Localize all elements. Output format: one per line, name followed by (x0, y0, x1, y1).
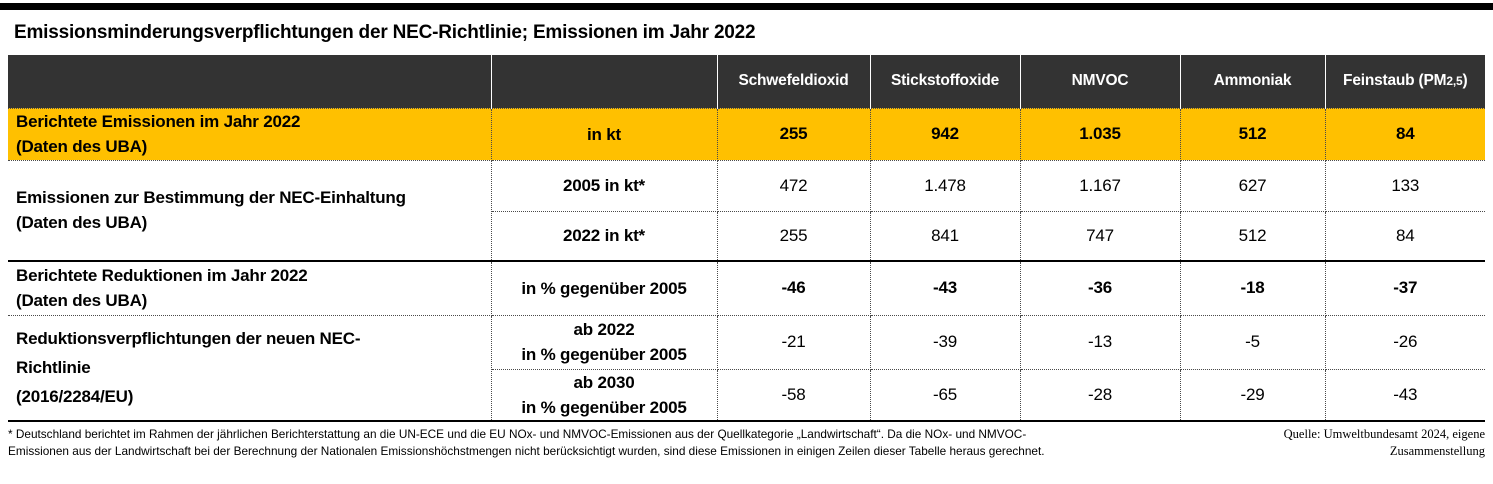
value-cell: 255 (716, 107, 871, 161)
value-cell: -43 (869, 260, 1021, 316)
value-cell: -46 (716, 260, 871, 316)
row-label: Berichtete Reduktionen im Jahr 2022 (Dat… (8, 260, 492, 316)
value-cell: 84 (1324, 107, 1485, 161)
value-cell: 627 (1179, 159, 1326, 212)
feinstaub-label-suffix: ) (1462, 72, 1468, 90)
footnote-text: * Deutschland berichtet im Rahmen der jä… (8, 426, 1045, 458)
value-cell: 942 (869, 107, 1021, 161)
value-cell: -36 (1019, 260, 1181, 316)
value-cell: 472 (716, 159, 871, 212)
row-unit: in % gegenüber 2005 (490, 260, 718, 316)
column-header-ammoniak: Ammoniak (1180, 55, 1326, 108)
value-cell: -39 (869, 314, 1021, 370)
row-label: Emissionen zur Bestimmung der NEC-Einhal… (8, 159, 492, 262)
value-cell: 512 (1179, 210, 1326, 262)
feinstaub-label-prefix: Feinstaub (PM (1343, 72, 1447, 90)
column-header-nmvoc: NMVOC (1020, 55, 1181, 108)
row-unit: ab 2030 in % gegenüber 2005 (491, 368, 718, 422)
value-cell: -26 (1324, 314, 1485, 370)
column-header-schwefeldioxid: Schwefeldioxid (717, 55, 871, 108)
value-cell: -37 (1324, 260, 1485, 316)
table-header-row: Schwefeldioxid Stickstoffoxide NMVOC Amm… (8, 55, 1485, 108)
top-rule (0, 3, 1493, 10)
header-corner-label (8, 55, 492, 108)
table-row-nec-einhaltung-2022: 2022 in kt* 255 841 747 512 84 (8, 210, 1485, 262)
header-corner-unit (491, 55, 718, 108)
table-row-nec-einhaltung-2005: Emissionen zur Bestimmung der NEC-Einhal… (8, 159, 1485, 262)
value-cell: 841 (869, 210, 1021, 262)
column-header-feinstaub: Feinstaub (PM2,5) (1325, 55, 1485, 108)
source-text: Quelle: Umweltbundesamt 2024, eigene Zus… (1283, 426, 1485, 458)
value-cell: 1.478 (869, 159, 1021, 212)
value-cell: 133 (1324, 159, 1485, 212)
row-label: Berichtete Emissionen im Jahr 2022 (Date… (8, 107, 492, 161)
value-cell: 512 (1179, 107, 1326, 161)
feinstaub-label-subscript: 2,5 (1446, 74, 1463, 89)
row-unit: 2022 in kt* (491, 210, 718, 262)
value-cell: -43 (1324, 368, 1485, 422)
row-unit: ab 2022 in % gegenüber 2005 (490, 314, 718, 370)
table-row-berichtete-emissionen: Berichtete Emissionen im Jahr 2022 (Date… (8, 107, 1485, 161)
value-cell: -18 (1179, 260, 1326, 316)
value-cell: -21 (716, 314, 871, 370)
value-cell: -29 (1179, 368, 1326, 422)
value-cell: 747 (1019, 210, 1181, 262)
value-cell: 84 (1324, 210, 1485, 262)
value-cell: -28 (1019, 368, 1181, 422)
row-label: Reduktionsverpflichtungen der neuen NEC-… (8, 314, 492, 422)
value-cell: 255 (716, 210, 871, 262)
emissions-table: Schwefeldioxid Stickstoffoxide NMVOC Amm… (8, 55, 1485, 422)
column-header-stickstoffoxide: Stickstoffoxide (870, 55, 1021, 108)
value-cell: -13 (1019, 314, 1181, 370)
footer: * Deutschland berichtet im Rahmen der jä… (8, 426, 1485, 460)
row-unit: 2005 in kt* (490, 159, 718, 212)
table-row-reduktionsverpflichtung-2030: ab 2030 in % gegenüber 2005 -58 -65 -28 … (8, 368, 1485, 422)
table-row-reduktionsverpflichtung-2022: Reduktionsverpflichtungen der neuen NEC-… (8, 314, 1485, 422)
table-row-berichtete-reduktionen: Berichtete Reduktionen im Jahr 2022 (Dat… (8, 260, 1485, 316)
value-cell: 1.167 (1019, 159, 1181, 212)
value-cell: -65 (869, 368, 1021, 422)
page-title: Emissionsminderungsverpflichtungen der N… (14, 22, 756, 43)
value-cell: -58 (716, 368, 871, 422)
value-cell: 1.035 (1019, 107, 1181, 161)
row-unit: in kt (490, 107, 718, 161)
value-cell: -5 (1179, 314, 1326, 370)
